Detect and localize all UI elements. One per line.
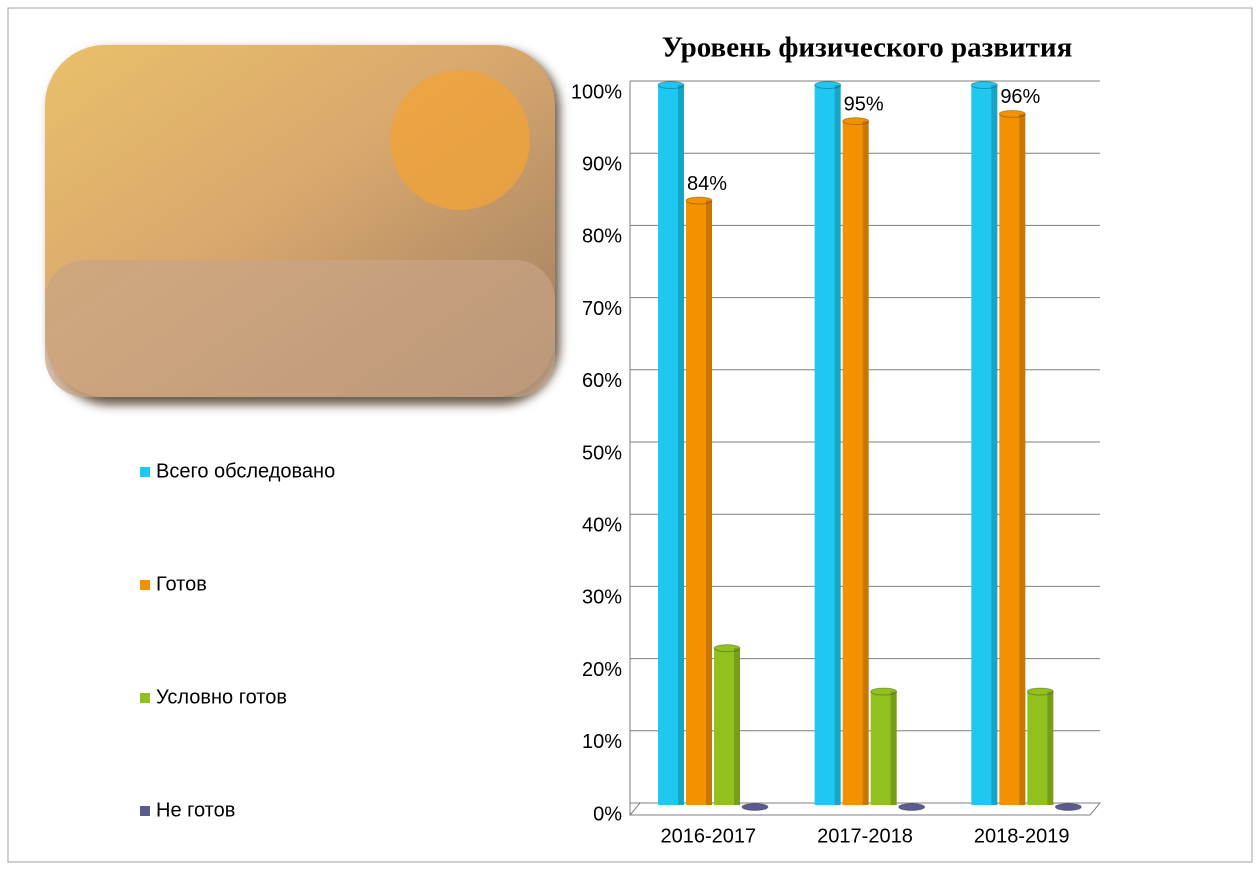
legend-swatch	[140, 467, 150, 477]
y-tick-label: 50%	[582, 442, 622, 464]
data-label: 95%	[844, 93, 884, 115]
bar-shade	[835, 85, 841, 805]
legend-swatch	[140, 580, 150, 590]
chart-title: Уровень физического развития	[662, 32, 1073, 64]
legend-label: Не готов	[156, 799, 235, 821]
legend-label: Условно готов	[156, 686, 287, 708]
photo	[45, 45, 560, 405]
y-tick-label: 60%	[582, 370, 622, 392]
legend-swatch	[140, 806, 150, 816]
y-tick-label: 100%	[571, 81, 622, 103]
y-tick-label: 0%	[593, 803, 622, 825]
bar-top	[899, 804, 925, 811]
y-tick-label: 40%	[582, 514, 622, 536]
y-tick-label: 80%	[582, 226, 622, 248]
y-tick-label: 10%	[582, 731, 622, 753]
page: Уровень физического развития 0% 10% 20% 30%…	[0, 0, 1260, 870]
y-tick-label: 70%	[582, 298, 622, 320]
bar-shade	[734, 648, 740, 805]
y-tick-label: 30%	[582, 587, 622, 609]
bar-shade	[1019, 114, 1025, 805]
bar-shade	[891, 691, 897, 805]
legend-label: Готов	[156, 573, 207, 595]
bar-top	[1055, 804, 1081, 811]
legend-label: Всего обследовано	[156, 460, 335, 482]
bar-shade	[863, 121, 869, 805]
bar-shade	[678, 85, 684, 805]
x-tick-label: 2018-2019	[974, 825, 1070, 847]
y-tick-label: 90%	[582, 153, 622, 175]
legend-swatch	[140, 693, 150, 703]
data-label: 96%	[1000, 86, 1040, 108]
x-tick-label: 2016-2017	[661, 825, 757, 847]
bar-shade	[1047, 691, 1053, 805]
bar-top	[742, 804, 768, 811]
bar-shade	[991, 85, 997, 805]
x-tick-label: 2017-2018	[817, 825, 913, 847]
y-tick-label: 20%	[582, 659, 622, 681]
bar-shade	[706, 201, 712, 805]
data-label: 84%	[687, 173, 727, 195]
